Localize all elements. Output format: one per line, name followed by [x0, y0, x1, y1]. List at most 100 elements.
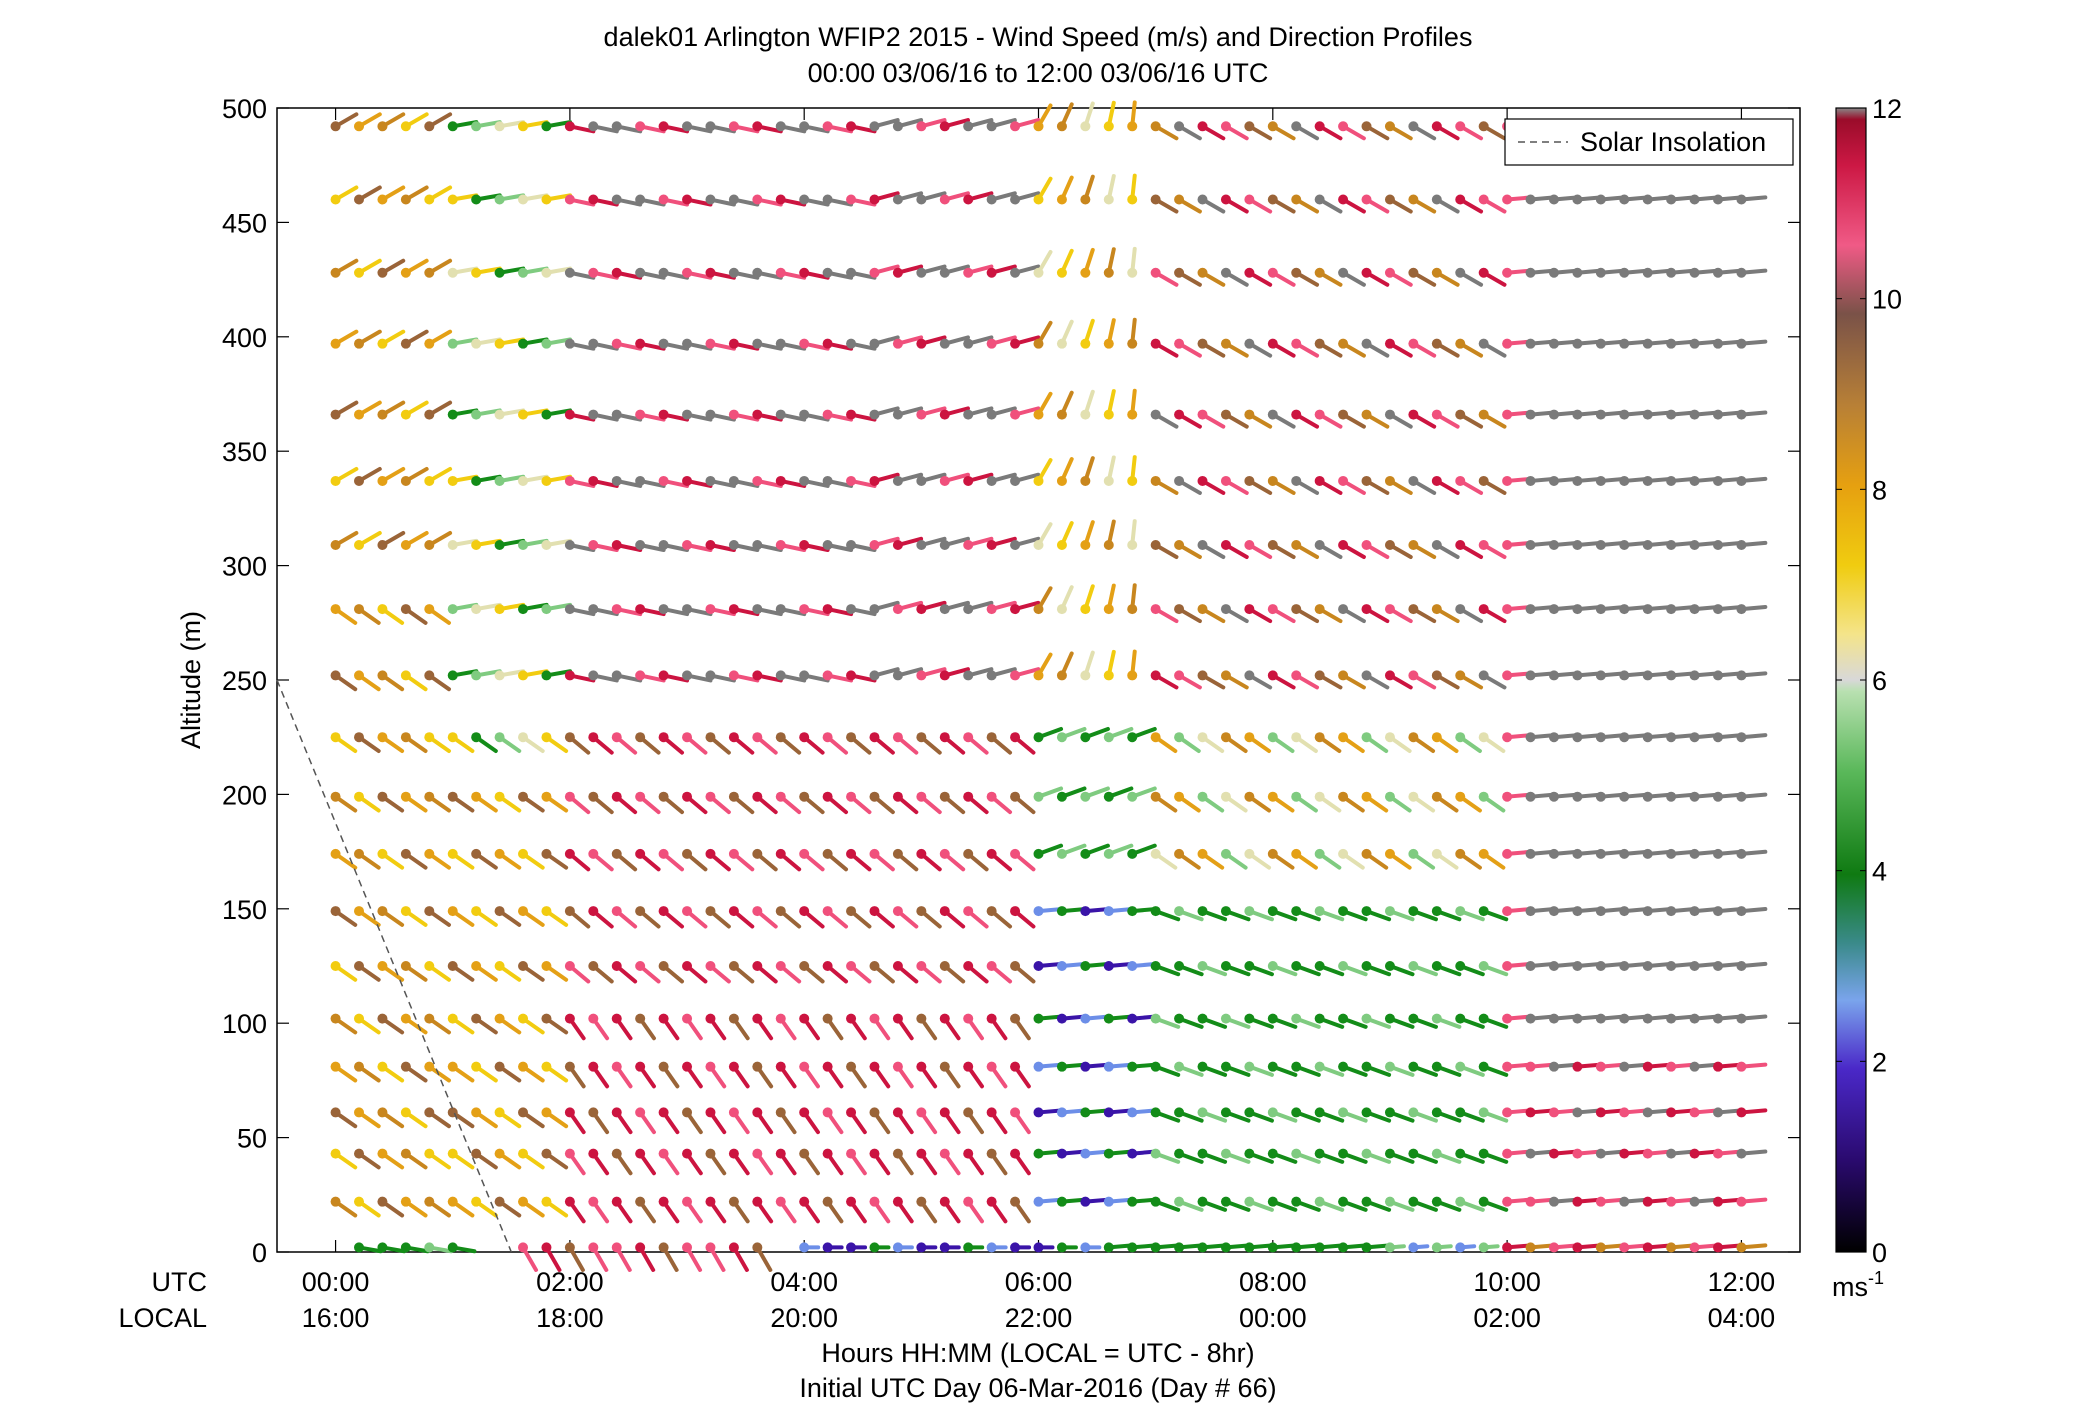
- wind-barb-dot: [775, 540, 786, 551]
- wind-barb-dot: [1431, 338, 1442, 349]
- wind-barb-dot: [1174, 338, 1185, 349]
- wind-barb-dot: [588, 791, 599, 802]
- wind-barb-dot: [1291, 670, 1302, 681]
- wind-barb-dot: [1455, 791, 1466, 802]
- wind-barb-dot: [1080, 906, 1091, 917]
- wind-barb-dot: [564, 906, 575, 917]
- wind-barb-dot: [658, 1148, 669, 1159]
- wind-barb-dot: [1244, 267, 1255, 278]
- wind-barb-dot: [1689, 670, 1700, 681]
- wind-barb-dot: [869, 409, 880, 420]
- wind-barb-dot: [1455, 670, 1466, 681]
- wind-barb-dot: [1666, 732, 1677, 743]
- wind-barb-dot: [1736, 1107, 1747, 1118]
- wind-barb-dot: [869, 121, 880, 132]
- colorbar-tick-label: 0: [1872, 1238, 1887, 1268]
- wind-barb-dot: [799, 338, 810, 349]
- wind-barb-dot: [377, 906, 388, 917]
- wind-barb-dot: [963, 1107, 974, 1118]
- wind-barb-dot: [1056, 1148, 1067, 1159]
- wind-barb-dot: [916, 1196, 927, 1207]
- wind-barb-dot: [1291, 906, 1302, 917]
- wind-barb-dot: [1197, 475, 1208, 486]
- wind-barb-dot: [1174, 475, 1185, 486]
- wind-barb-dot: [1736, 1242, 1747, 1253]
- wind-barb-dot: [1103, 906, 1114, 917]
- wind-barb-dot: [892, 1148, 903, 1159]
- wind-barb-dot: [494, 670, 505, 681]
- wind-barb-dot: [939, 409, 950, 420]
- wind-barb-dot: [799, 906, 810, 917]
- wind-barb-dot: [1408, 906, 1419, 917]
- wind-barb-dot: [752, 121, 763, 132]
- wind-barb-dot: [822, 1107, 833, 1118]
- wind-barb-dot: [1338, 906, 1349, 917]
- wind-barb-dot: [1431, 791, 1442, 802]
- wind-barb-dot: [518, 906, 529, 917]
- wind-barb-dot: [1103, 1196, 1114, 1207]
- y-axis-ticks: 0 50 100 150 200 250 300 350 400 450 500: [222, 94, 1800, 1268]
- wind-barb-dot: [916, 961, 927, 971]
- wind-barb-dot: [799, 540, 810, 551]
- wind-barb-dot: [1127, 1196, 1138, 1207]
- wind-barb-dot: [1338, 194, 1349, 205]
- wind-barb-dot: [1244, 338, 1255, 349]
- wind-barb-dot: [1431, 1148, 1442, 1159]
- wind-barb-dot: [799, 194, 810, 205]
- wind-barb-dot: [635, 604, 646, 615]
- wind-barb-dot: [1736, 540, 1747, 551]
- wind-barb-dot: [1572, 1148, 1583, 1159]
- wind-barb-dot: [1150, 961, 1161, 971]
- wind-barb-dot: [752, 906, 763, 917]
- wind-barb-dot: [1080, 961, 1091, 971]
- wind-barb-dot: [1150, 267, 1161, 278]
- wind-barb-dot: [424, 961, 435, 971]
- wind-barb-dot: [611, 1061, 622, 1072]
- wind-barb-dot: [916, 338, 927, 349]
- wind-barb-dot: [1338, 475, 1349, 486]
- wind-barb-dot: [611, 670, 622, 681]
- wind-barb-dot: [1478, 1196, 1489, 1207]
- wind-barb-dot: [682, 1148, 693, 1159]
- wind-barb-dot: [1689, 409, 1700, 420]
- wind-barb-dot: [1220, 670, 1231, 681]
- wind-barb-dot: [1033, 1196, 1044, 1207]
- wind-barb-dot: [1291, 1242, 1302, 1253]
- wind-barb-dot: [939, 1061, 950, 1072]
- wind-barb-dot: [728, 791, 739, 802]
- wind-barb-dot: [1197, 604, 1208, 615]
- wind-barb-dot: [822, 670, 833, 681]
- wind-barb-dot: [354, 791, 365, 802]
- wind-barb-dot: [916, 540, 927, 551]
- wind-barb-dot: [1478, 540, 1489, 551]
- wind-barb-dot: [1642, 194, 1653, 205]
- wind-barb-dot: [752, 1242, 763, 1253]
- wind-barb-dot: [1642, 961, 1653, 971]
- wind-barb-dot: [541, 906, 552, 917]
- wind-barb-dot: [1056, 848, 1067, 859]
- wind-barb-dot: [1595, 409, 1606, 420]
- wind-barb-dot: [1127, 1148, 1138, 1159]
- wind-barb-dot: [1642, 906, 1653, 917]
- wind-barb-dot: [611, 267, 622, 278]
- wind-barb-dot: [518, 732, 529, 743]
- wind-barb-dot: [447, 194, 458, 205]
- wind-barb-dot: [1408, 1196, 1419, 1207]
- y-tick-label: 100: [222, 1009, 267, 1039]
- wind-barb-dot: [1361, 409, 1372, 420]
- wind-barb-dot: [799, 267, 810, 278]
- wind-barb-dot: [1267, 475, 1278, 486]
- wind-barb-dot: [705, 409, 716, 420]
- wind-barb-dot: [1150, 338, 1161, 349]
- wind-barb-dot: [846, 1148, 857, 1159]
- wind-barb-dot: [775, 475, 786, 486]
- wind-barb-dot: [1455, 732, 1466, 743]
- wind-barb-dot: [1244, 906, 1255, 917]
- wind-barb-dot: [799, 1061, 810, 1072]
- colorbar-tick-label: 8: [1872, 475, 1887, 505]
- wind-barb-dot: [400, 1148, 411, 1159]
- wind-barb-dot: [1244, 670, 1255, 681]
- wind-barb-dot: [1127, 961, 1138, 971]
- wind-barb-dot: [1642, 604, 1653, 615]
- wind-barb-dot: [447, 540, 458, 551]
